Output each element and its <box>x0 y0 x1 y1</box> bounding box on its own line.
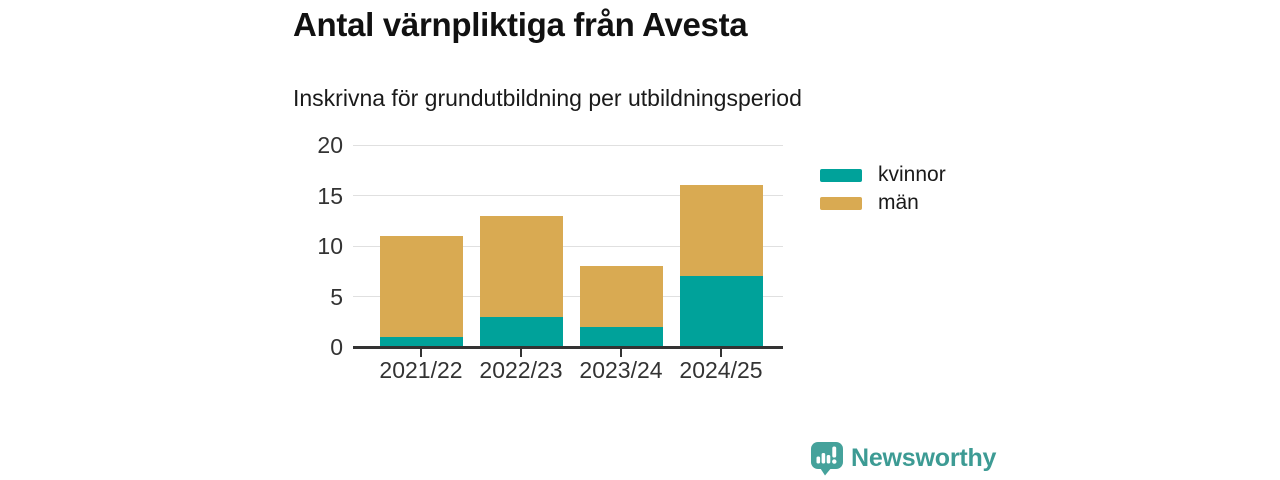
y-tick-label: 10 <box>317 233 343 259</box>
legend-label: kvinnor <box>878 163 946 186</box>
chart-title: Antal värnpliktiga från Avesta <box>293 6 748 43</box>
x-tick-mark <box>620 349 622 357</box>
x-tick-label: 2022/23 <box>479 357 563 383</box>
newsworthy-icon <box>811 442 843 476</box>
x-tick-mark <box>420 349 422 357</box>
newsworthy-logo-link[interactable]: Newsworthy <box>810 440 996 477</box>
bar-segment-män <box>379 235 463 337</box>
bar-segment-kvinnor <box>379 336 463 347</box>
gridline-15 <box>353 195 783 196</box>
gridline-10 <box>353 245 783 247</box>
y-tick-label: 0 <box>330 334 343 360</box>
x-tick-mark <box>720 349 722 357</box>
gridline-5 <box>353 296 783 297</box>
y-tick-label: 15 <box>317 182 343 209</box>
legend-swatch <box>820 168 862 182</box>
gridline-20 <box>353 144 783 146</box>
x-tick-label: 2023/24 <box>579 357 663 383</box>
bar-segment-kvinnor <box>679 276 763 347</box>
legend-swatch <box>820 196 862 210</box>
legend-label: män <box>878 191 919 214</box>
x-axis-line <box>353 346 783 349</box>
x-tick-mark <box>520 349 522 357</box>
bar-segment-kvinnor <box>579 326 663 347</box>
legend-item-män: män <box>820 189 946 217</box>
legend: kvinnor män <box>820 161 946 217</box>
y-tick-label: 5 <box>330 283 343 310</box>
x-tick-label: 2021/22 <box>379 357 463 383</box>
newsworthy-wordmark: Newsworthy <box>851 444 997 472</box>
bar-segment-män <box>579 266 663 327</box>
bar-segment-män <box>479 215 563 317</box>
y-tick-label: 20 <box>317 132 343 158</box>
x-tick-label: 2024/25 <box>679 357 763 383</box>
legend-item-kvinnor: kvinnor <box>820 161 946 189</box>
chart-subtitle: Inskrivna för grundutbildning per utbild… <box>293 85 802 111</box>
bar-segment-kvinnor <box>479 316 563 347</box>
bar-segment-män <box>679 185 763 277</box>
